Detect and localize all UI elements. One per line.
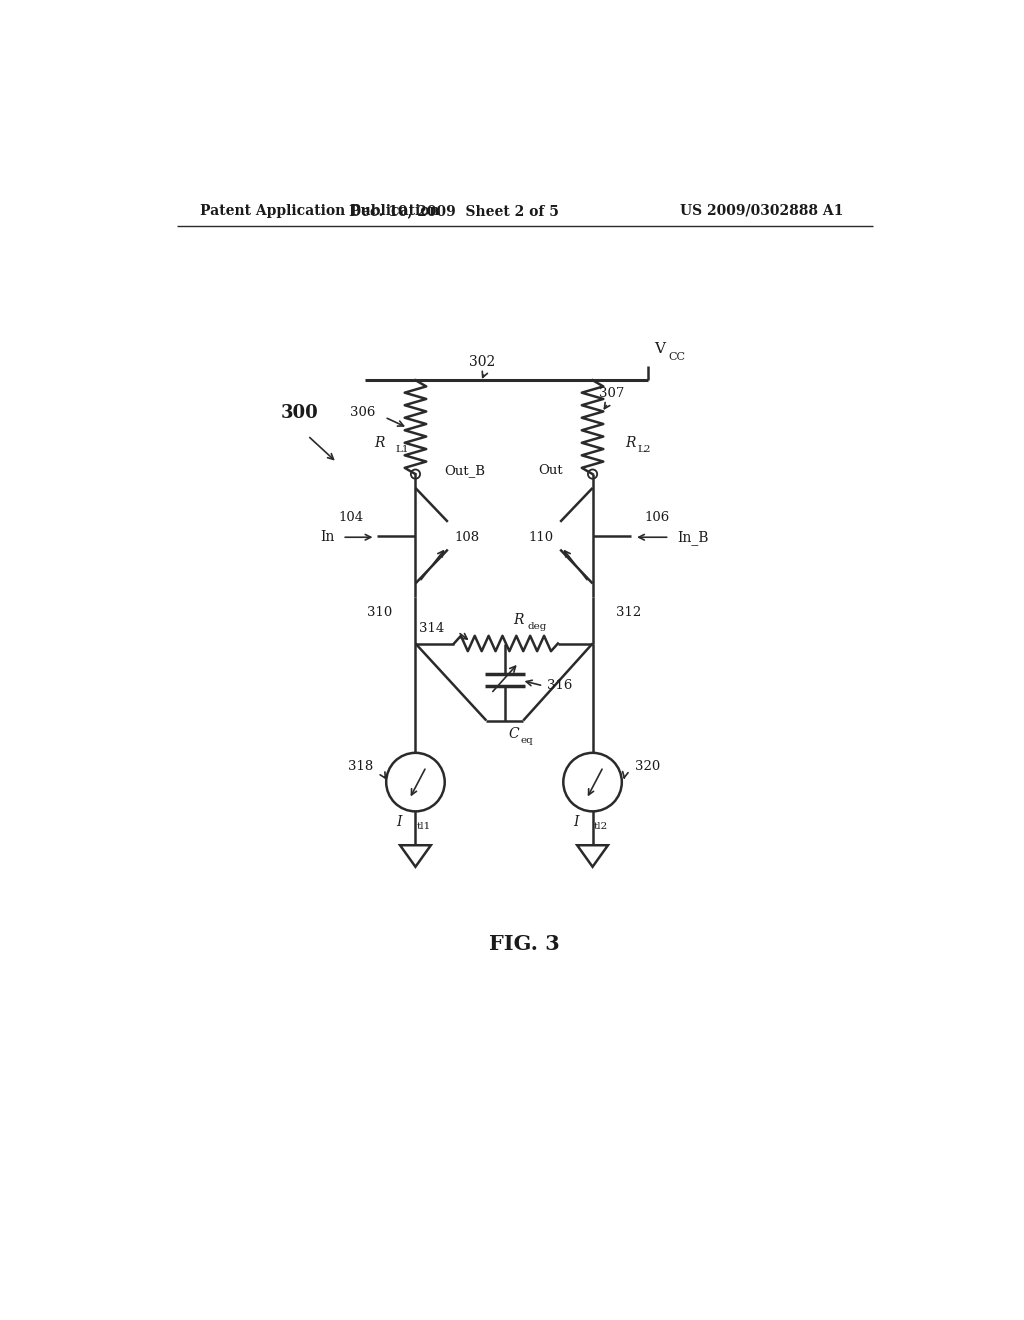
Text: L2: L2 [637, 445, 650, 454]
Text: deg: deg [527, 622, 547, 631]
Text: tl1: tl1 [417, 822, 431, 832]
Text: In_B: In_B [677, 529, 709, 545]
Text: C: C [509, 727, 519, 742]
Text: In: In [321, 531, 335, 544]
Text: 316: 316 [547, 680, 572, 693]
Text: 318: 318 [348, 760, 373, 774]
Text: 106: 106 [645, 511, 670, 524]
Text: R: R [625, 437, 636, 450]
Text: Out_B: Out_B [444, 463, 485, 477]
Text: 307: 307 [599, 387, 624, 400]
Text: 314: 314 [420, 622, 444, 635]
Text: FIG. 3: FIG. 3 [489, 933, 560, 954]
Text: 320: 320 [635, 760, 660, 774]
Text: R: R [514, 614, 524, 627]
Text: L1: L1 [395, 445, 409, 454]
Text: 108: 108 [454, 531, 479, 544]
Text: US 2009/0302888 A1: US 2009/0302888 A1 [680, 203, 844, 218]
Text: eq: eq [520, 737, 532, 744]
Text: Out: Out [539, 463, 563, 477]
Text: 310: 310 [368, 606, 392, 619]
Text: 302: 302 [469, 355, 496, 370]
Text: CC: CC [668, 352, 685, 362]
Text: 104: 104 [338, 511, 364, 524]
Text: Dec. 10, 2009  Sheet 2 of 5: Dec. 10, 2009 Sheet 2 of 5 [349, 203, 559, 218]
Text: I: I [573, 816, 579, 829]
Text: 110: 110 [529, 531, 554, 544]
Text: 312: 312 [615, 606, 641, 619]
Text: tl2: tl2 [594, 822, 608, 832]
Text: R: R [374, 437, 385, 450]
Text: I: I [396, 816, 401, 829]
Text: Patent Application Publication: Patent Application Publication [200, 203, 439, 218]
Text: 306: 306 [350, 407, 376, 418]
Text: V: V [654, 342, 666, 356]
Text: 300: 300 [281, 404, 318, 421]
